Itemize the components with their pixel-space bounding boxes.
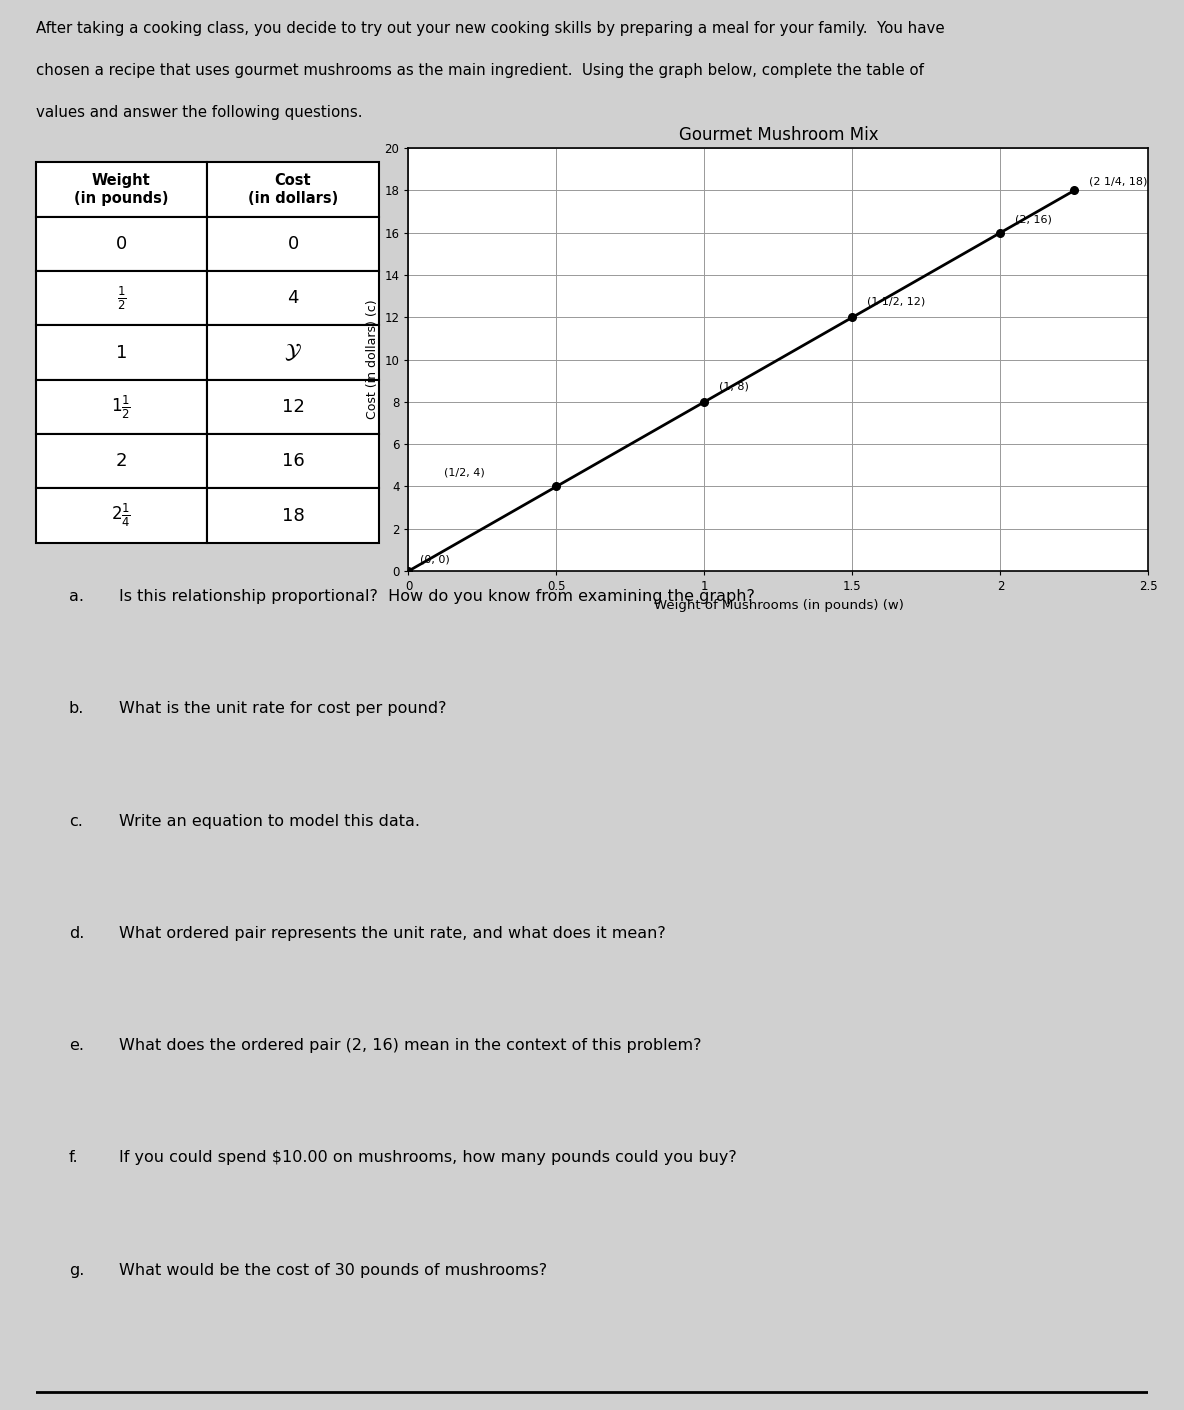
Text: 16: 16 [282,453,304,471]
Text: $\mathcal{Y}$: $\mathcal{Y}$ [284,341,302,364]
Text: (1 1/2, 12): (1 1/2, 12) [867,296,926,306]
Text: 0: 0 [116,234,127,252]
Text: 4: 4 [288,289,298,307]
Text: After taking a cooking class, you decide to try out your new cooking skills by p: After taking a cooking class, you decide… [36,21,944,37]
Text: e.: e. [69,1038,84,1053]
FancyBboxPatch shape [207,488,379,543]
Text: What would be the cost of 30 pounds of mushrooms?: What would be the cost of 30 pounds of m… [118,1263,547,1277]
Text: chosen a recipe that uses gourmet mushrooms as the main ingredient.  Using the g: chosen a recipe that uses gourmet mushro… [36,63,924,78]
Y-axis label: Cost (in dollars) (c): Cost (in dollars) (c) [366,300,379,419]
Text: Is this relationship proportional?  How do you know from examining the graph?: Is this relationship proportional? How d… [118,589,755,603]
FancyBboxPatch shape [36,217,207,271]
FancyBboxPatch shape [207,271,379,326]
Text: Cost
(in dollars): Cost (in dollars) [247,173,339,206]
FancyBboxPatch shape [207,217,379,271]
Text: g.: g. [69,1263,84,1277]
Text: (2 1/4, 18): (2 1/4, 18) [1089,176,1147,186]
Title: Gourmet Mushroom Mix: Gourmet Mushroom Mix [678,125,879,144]
FancyBboxPatch shape [36,326,207,379]
Text: $\frac{1}{2}$: $\frac{1}{2}$ [117,285,126,312]
Text: 1: 1 [116,344,127,361]
Text: (1, 8): (1, 8) [720,381,749,391]
Text: 18: 18 [282,506,304,525]
Text: Write an equation to model this data.: Write an equation to model this data. [118,814,420,829]
Text: a.: a. [69,589,84,603]
Text: (0, 0): (0, 0) [420,554,450,564]
Text: values and answer the following questions.: values and answer the following question… [36,104,362,120]
FancyBboxPatch shape [207,162,379,217]
Text: b.: b. [69,701,84,716]
Text: 0: 0 [288,234,298,252]
Text: 12: 12 [282,398,304,416]
Text: What does the ordered pair (2, 16) mean in the context of this problem?: What does the ordered pair (2, 16) mean … [118,1038,701,1053]
FancyBboxPatch shape [36,162,207,217]
Text: (1/2, 4): (1/2, 4) [444,468,484,478]
FancyBboxPatch shape [36,379,207,434]
Text: If you could spend $10.00 on mushrooms, how many pounds could you buy?: If you could spend $10.00 on mushrooms, … [118,1151,736,1166]
Text: Weight
(in pounds): Weight (in pounds) [75,173,168,206]
Text: d.: d. [69,926,84,940]
Text: c.: c. [69,814,83,829]
FancyBboxPatch shape [36,488,207,543]
X-axis label: Weight of Mushrooms (in pounds) (w): Weight of Mushrooms (in pounds) (w) [654,599,903,612]
FancyBboxPatch shape [207,379,379,434]
FancyBboxPatch shape [207,326,379,379]
FancyBboxPatch shape [36,434,207,488]
FancyBboxPatch shape [207,434,379,488]
Text: f.: f. [69,1151,78,1166]
Text: What ordered pair represents the unit rate, and what does it mean?: What ordered pair represents the unit ra… [118,926,665,940]
Text: 2: 2 [116,453,127,471]
Text: $2\frac{1}{4}$: $2\frac{1}{4}$ [111,502,131,529]
Text: What is the unit rate for cost per pound?: What is the unit rate for cost per pound… [118,701,446,716]
Text: (2, 16): (2, 16) [1016,214,1053,224]
FancyBboxPatch shape [36,271,207,326]
Text: $1\frac{1}{2}$: $1\frac{1}{2}$ [111,393,131,420]
